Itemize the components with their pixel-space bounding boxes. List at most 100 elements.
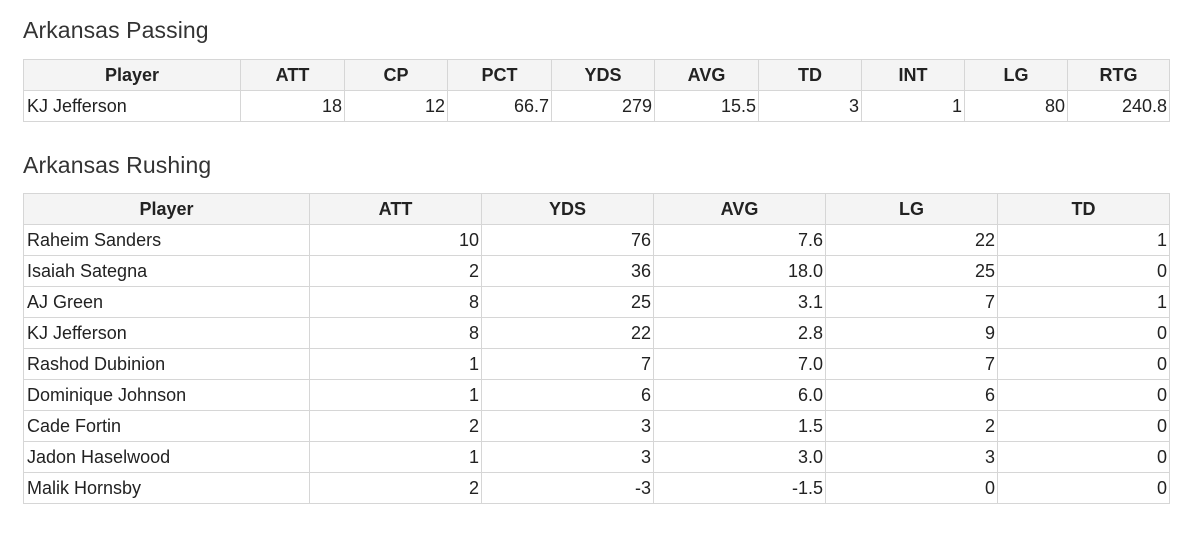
table-row: KJ Jefferson 8 22 2.8 9 0	[23, 317, 1170, 349]
player-name-cell: Cade Fortin	[23, 410, 310, 442]
player-name-cell: Dominique Johnson	[23, 379, 310, 411]
stat-cell: 18	[240, 90, 345, 122]
stat-cell: 36	[481, 255, 654, 287]
passing-column-header: INT	[861, 59, 965, 91]
passing-column-header: RTG	[1067, 59, 1170, 91]
stat-cell: 1	[309, 379, 482, 411]
player-name-cell: Raheim Sanders	[23, 224, 310, 256]
table-row: Jadon Haselwood 1 3 3.0 3 0	[23, 441, 1170, 473]
table-row: KJ Jefferson 18 12 66.7 279 15.5 3 1 80 240.8	[23, 90, 1170, 122]
stat-cell: 0	[825, 472, 998, 504]
table-row: Isaiah Sategna 2 36 18.0 25 0	[23, 255, 1170, 287]
stat-cell: 25	[825, 255, 998, 287]
stat-cell: 3.0	[653, 441, 826, 473]
player-name-cell: Isaiah Sategna	[23, 255, 310, 287]
rushing-body: Raheim Sanders 10 76 7.6 22 1 Isaiah Sategna 2 3…	[23, 224, 1170, 504]
player-name-cell: Jadon Haselwood	[23, 441, 310, 473]
stat-cell: 3	[481, 441, 654, 473]
stat-cell: 240.8	[1067, 90, 1170, 122]
passing-header-row: Player ATT CP PCT YDS AVG TD INT LG RTG	[23, 59, 1170, 91]
stat-cell: 7	[825, 286, 998, 318]
stat-cell: 2	[309, 255, 482, 287]
passing-column-header: AVG	[654, 59, 759, 91]
stat-cell: 12	[344, 90, 448, 122]
stat-cell: 80	[964, 90, 1068, 122]
player-name-cell: KJ Jefferson	[23, 317, 310, 349]
stat-cell: 18.0	[653, 255, 826, 287]
stat-cell: 6	[825, 379, 998, 411]
stat-cell: 22	[825, 224, 998, 256]
rushing-header-row: Player ATT YDS AVG LG TD	[23, 193, 1170, 225]
passing-column-header: ATT	[240, 59, 345, 91]
stat-cell: 2	[309, 472, 482, 504]
stat-cell: 2	[309, 410, 482, 442]
rushing-stats-table: Player ATT YDS AVG LG TD Raheim Sanders 10 76 7.…	[23, 193, 1170, 504]
stat-cell: 1	[997, 224, 1170, 256]
stat-cell: 8	[309, 286, 482, 318]
stat-cell: 10	[309, 224, 482, 256]
stat-cell: 6	[481, 379, 654, 411]
passing-body: KJ Jefferson 18 12 66.7 279 15.5 3 1 80 240.8	[23, 90, 1170, 122]
table-row: Malik Hornsby 2 -3 -1.5 0 0	[23, 472, 1170, 504]
stat-cell: 9	[825, 317, 998, 349]
rushing-section-title: Arkansas Rushing	[23, 152, 212, 178]
stat-cell: 7	[481, 348, 654, 380]
stat-cell: -1.5	[653, 472, 826, 504]
player-name-cell: Rashod Dubinion	[23, 348, 310, 380]
stat-cell: 3	[481, 410, 654, 442]
passing-header-row: Player ATT CP PCT YDS AVG TD INT LG RTG	[23, 59, 1170, 91]
stat-cell: 3	[758, 90, 862, 122]
stat-cell: 1	[309, 441, 482, 473]
stat-cell: 3.1	[653, 286, 826, 318]
stat-cell: 0	[997, 348, 1170, 380]
rushing-header-row: Player ATT YDS AVG LG TD	[23, 193, 1170, 225]
stat-cell: 7	[825, 348, 998, 380]
stat-cell: 0	[997, 379, 1170, 411]
rushing-column-header: AVG	[653, 193, 826, 225]
stat-cell: 0	[997, 410, 1170, 442]
rushing-column-header: YDS	[481, 193, 654, 225]
passing-column-header: PCT	[447, 59, 552, 91]
stat-cell: 2	[825, 410, 998, 442]
passing-column-header: LG	[964, 59, 1068, 91]
rushing-column-header: LG	[825, 193, 998, 225]
stat-cell: -3	[481, 472, 654, 504]
stat-cell: 76	[481, 224, 654, 256]
stat-cell: 7.6	[653, 224, 826, 256]
stat-cell: 1.5	[653, 410, 826, 442]
stat-cell: 0	[997, 255, 1170, 287]
stat-cell: 0	[997, 441, 1170, 473]
passing-column-header: Player	[23, 59, 241, 91]
rushing-column-header: TD	[997, 193, 1170, 225]
table-row: Rashod Dubinion 1 7 7.0 7 0	[23, 348, 1170, 380]
table-row: Cade Fortin 2 3 1.5 2 0	[23, 410, 1170, 442]
stat-cell: 0	[997, 472, 1170, 504]
stat-cell: 25	[481, 286, 654, 318]
passing-column-header: CP	[344, 59, 448, 91]
table-row: Raheim Sanders 10 76 7.6 22 1	[23, 224, 1170, 256]
passing-column-header: TD	[758, 59, 862, 91]
stat-cell: 66.7	[447, 90, 552, 122]
rushing-column-header: Player	[23, 193, 310, 225]
player-name-cell: KJ Jefferson	[23, 90, 241, 122]
stat-cell: 279	[551, 90, 655, 122]
player-name-cell: Malik Hornsby	[23, 472, 310, 504]
passing-section-title: Arkansas Passing	[23, 17, 209, 43]
stat-cell: 1	[861, 90, 965, 122]
stat-cell: 1	[997, 286, 1170, 318]
player-name-cell: AJ Green	[23, 286, 310, 318]
passing-stats-table: Player ATT CP PCT YDS AVG TD INT LG RTG KJ Jeffer…	[23, 59, 1170, 122]
table-row: AJ Green 8 25 3.1 7 1	[23, 286, 1170, 318]
stat-cell: 1	[309, 348, 482, 380]
table-row: Dominique Johnson 1 6 6.0 6 0	[23, 379, 1170, 411]
stat-cell: 0	[997, 317, 1170, 349]
stat-cell: 7.0	[653, 348, 826, 380]
stat-cell: 8	[309, 317, 482, 349]
stat-cell: 6.0	[653, 379, 826, 411]
stat-cell: 3	[825, 441, 998, 473]
stat-cell: 15.5	[654, 90, 759, 122]
rushing-column-header: ATT	[309, 193, 482, 225]
stat-cell: 22	[481, 317, 654, 349]
stat-cell: 2.8	[653, 317, 826, 349]
passing-column-header: YDS	[551, 59, 655, 91]
